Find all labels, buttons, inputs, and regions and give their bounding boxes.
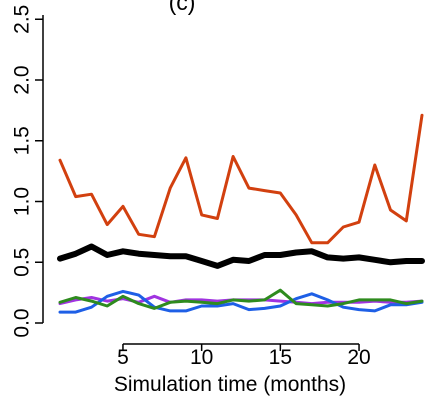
y-tick-label: 0.5	[11, 248, 34, 277]
chart-title: (c)	[169, 0, 196, 15]
series-line-5	[58, 288, 424, 310]
y-tick-label: 2.5	[11, 5, 34, 34]
x-tick-label: 20	[347, 346, 370, 369]
series-line-1	[58, 113, 424, 245]
series-layer	[57, 113, 425, 314]
x-tick-label: 15	[269, 346, 292, 369]
x-tick-label: 5	[117, 346, 129, 369]
y-tick-label: 1.5	[11, 126, 34, 155]
x-tick-label: 10	[190, 346, 213, 369]
y-tick-label: 0.0	[11, 308, 34, 337]
y-tick-label: 2.0	[11, 65, 34, 94]
y-axis: 0.0 0.5 1.0 1.5 2.0 2.5	[11, 5, 44, 338]
x-axis-label: Simulation time (months)	[114, 373, 346, 396]
series-line-4	[58, 289, 424, 314]
series-line-2	[57, 243, 425, 269]
x-axis: 5 10 15 20	[117, 343, 371, 369]
y-tick-label: 1.0	[11, 187, 34, 216]
